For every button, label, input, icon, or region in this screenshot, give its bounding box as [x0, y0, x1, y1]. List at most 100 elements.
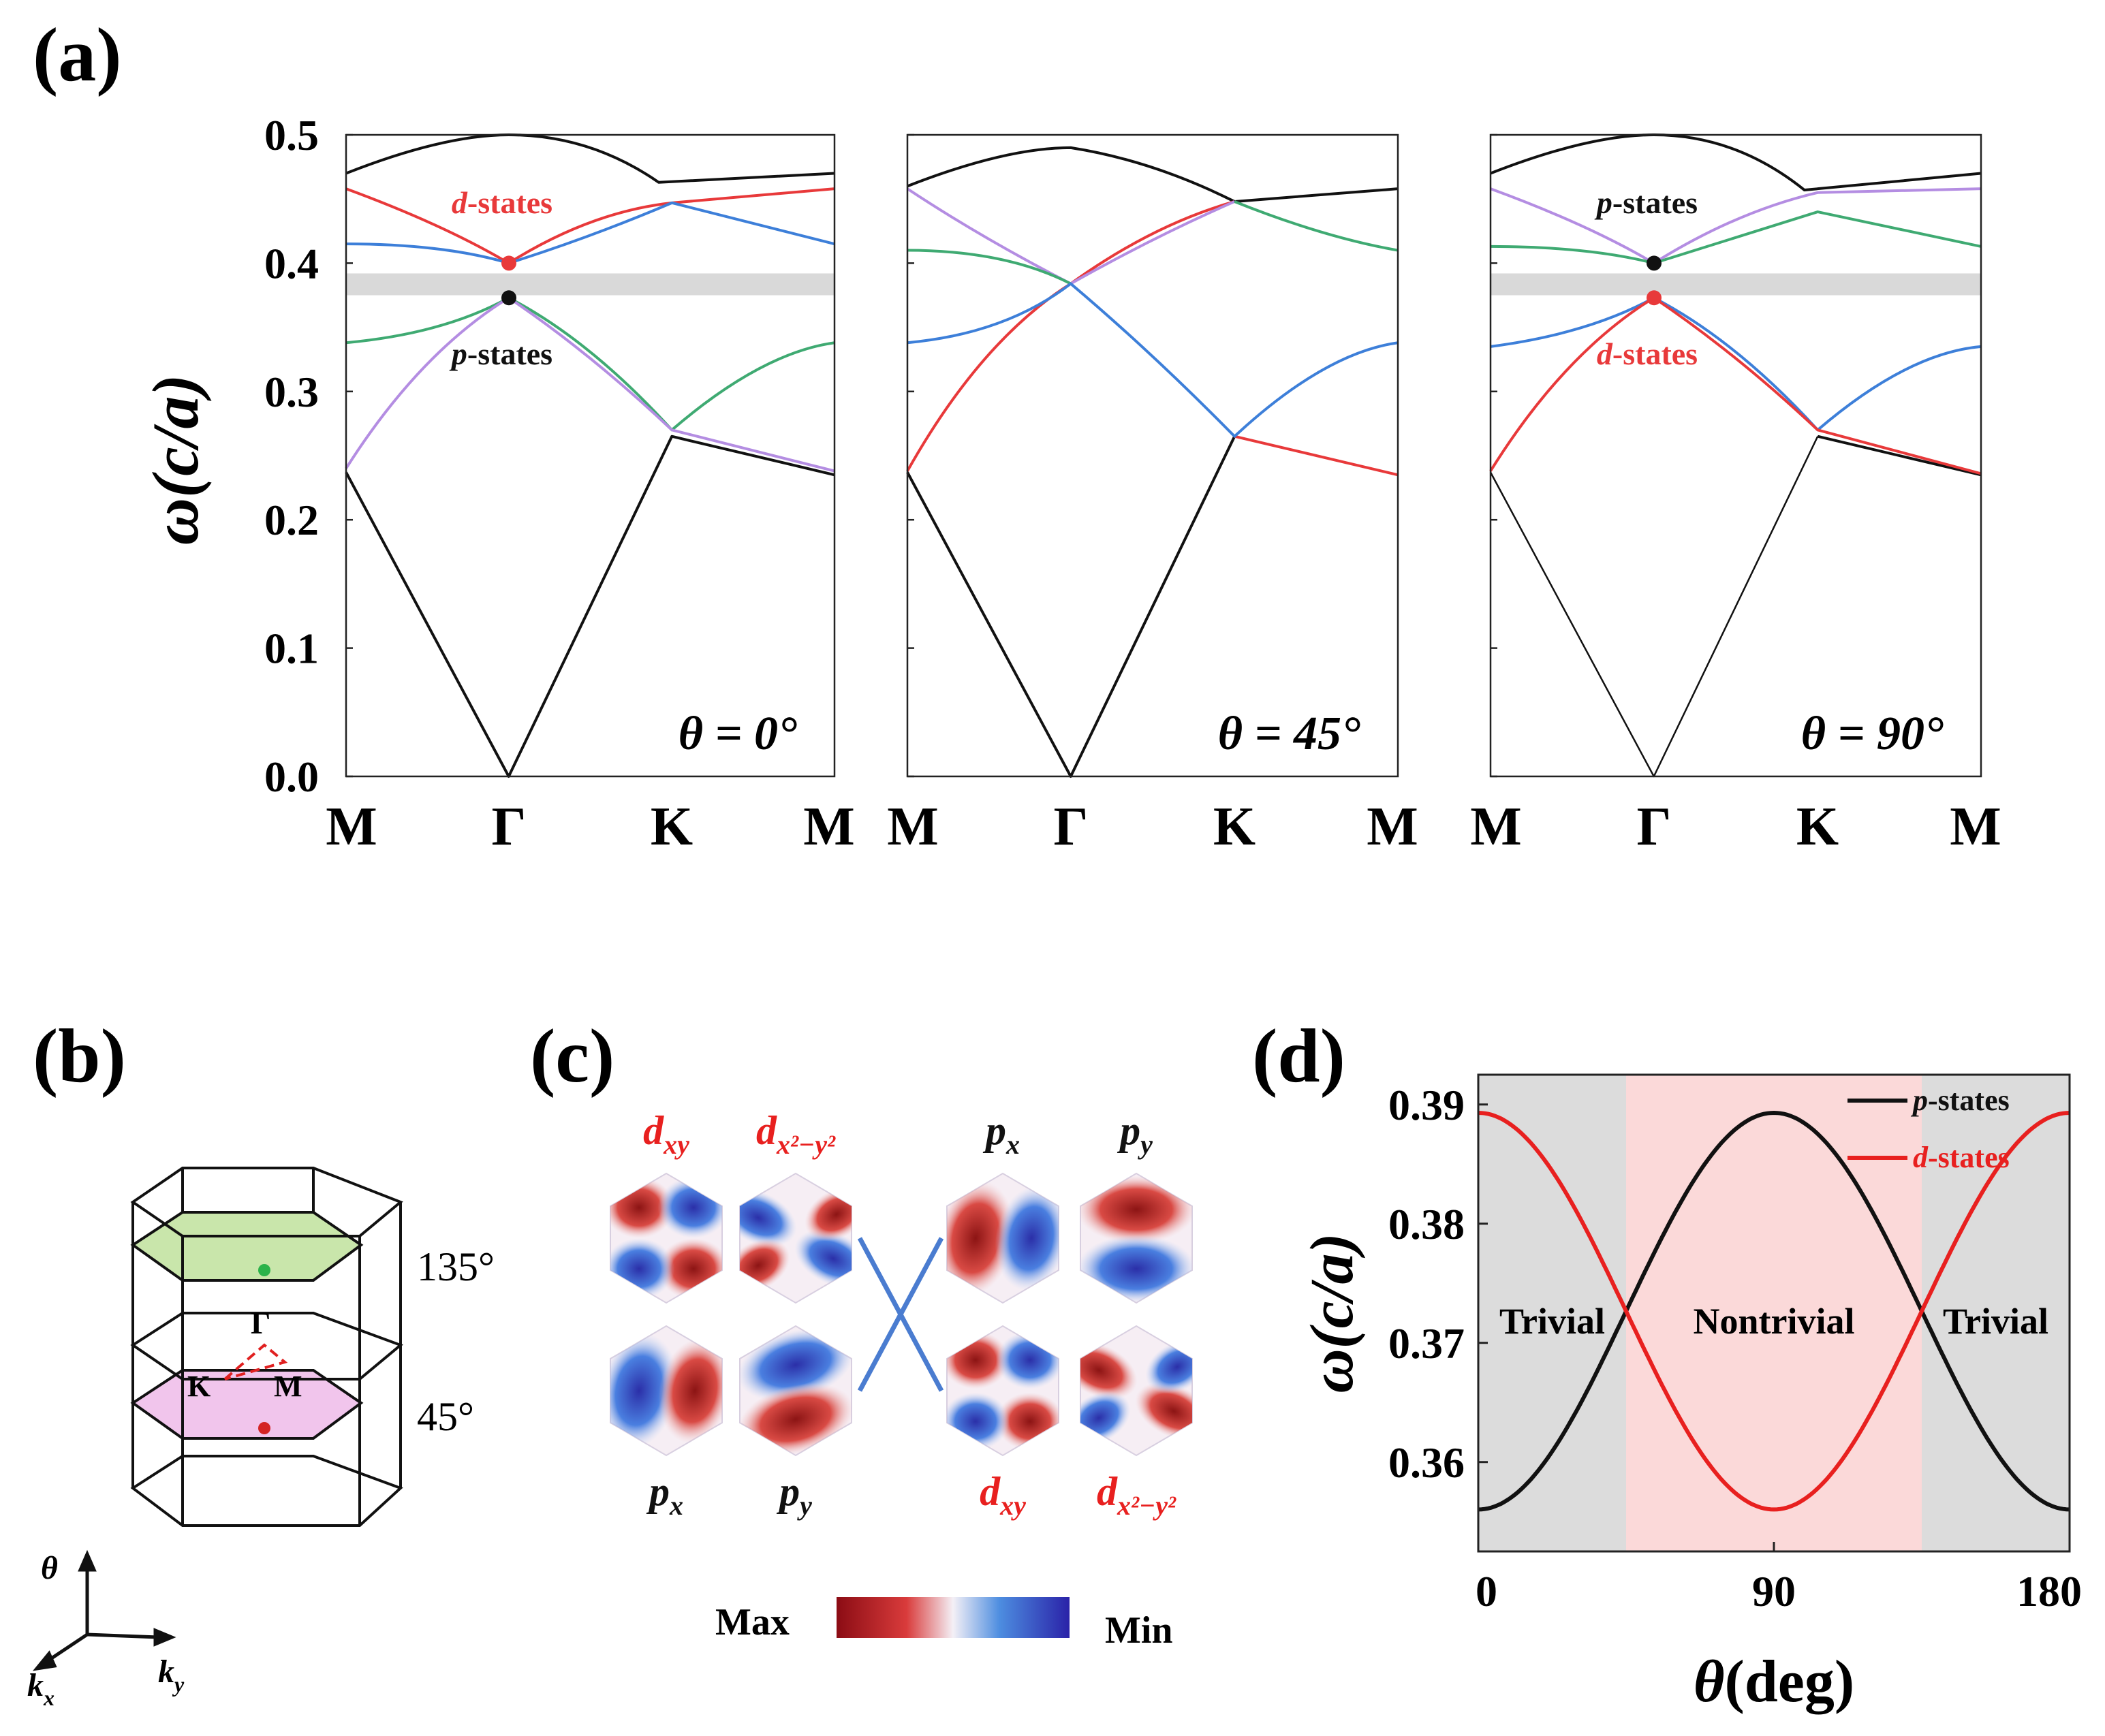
- x-tick-label: K: [1796, 797, 1839, 857]
- y-tick-label: 0.1: [264, 625, 319, 673]
- x-tick-label: M: [1470, 797, 1522, 857]
- x-tick-label: M: [803, 797, 855, 857]
- brillouin-zone-stack: [130, 1167, 403, 1527]
- x-tick-label: K: [651, 797, 693, 857]
- y-tick-label: 0.0: [264, 753, 319, 801]
- theta-label: θ = 0°: [679, 708, 797, 760]
- x-tick-label: 180: [2016, 1567, 2082, 1615]
- y-tick-label: 0.38: [1388, 1200, 1465, 1248]
- theta-frequency-chart: Trivial Nontrivial Trivial 0.39 0.38 0.37 0.36…: [1298, 1073, 2082, 1715]
- orbital-label: py: [776, 1469, 812, 1521]
- x-tick-label: M: [887, 797, 939, 857]
- y-tick-label: 0.4: [264, 239, 319, 287]
- angle-135: 135°: [417, 1244, 495, 1289]
- colorbar-min-label: Min: [1105, 1609, 1173, 1652]
- band-curve-purple: [1490, 187, 1982, 265]
- mode-hexagon-3: [1080, 1172, 1193, 1304]
- gamma-point-lower: [501, 290, 516, 306]
- orbital-label: dxy: [643, 1108, 689, 1160]
- angle-45: 45°: [417, 1394, 474, 1439]
- series-d-states: [1478, 1111, 2070, 1512]
- band-curve-blue: [1490, 296, 1982, 432]
- band-curve-black: [907, 146, 1399, 203]
- y-tick-label: 0.3: [264, 368, 319, 416]
- theta-label: θ = 45°: [1218, 708, 1360, 760]
- x-tick-label: Γ: [1637, 797, 1672, 857]
- band-curve-red: [1234, 435, 1399, 477]
- x-axis-label: θ(deg): [1694, 1649, 1854, 1715]
- band-curve-black: [906, 435, 1236, 778]
- panel-label-c: (c): [530, 1014, 614, 1099]
- plane-135: [130, 1211, 364, 1282]
- band-gap: [346, 273, 835, 296]
- x-tick-label: 0: [1476, 1567, 1497, 1615]
- theta-label: θ = 90°: [1801, 708, 1944, 760]
- axis-ky: ky: [158, 1654, 185, 1696]
- panel-label-b: (b): [33, 1014, 126, 1099]
- band-subplot-1: M Γ K Mθ = 45°: [887, 133, 1418, 857]
- panel-label-a: (a): [33, 13, 122, 97]
- orbital-label: py: [1117, 1108, 1153, 1160]
- irreducible-wedge: [223, 1343, 288, 1380]
- band-curve-blue: [345, 201, 835, 265]
- x-tick-label: M: [1367, 797, 1418, 857]
- legend-entry: d-states: [1913, 1141, 2010, 1174]
- region-2: [1922, 1075, 2070, 1551]
- region-1: [1626, 1075, 1922, 1551]
- series-p-states: [1478, 1110, 2070, 1512]
- band-curve-black: [345, 435, 835, 778]
- axis-kx: kx: [27, 1667, 54, 1710]
- band-gap: [1491, 273, 1981, 296]
- state-label: d-states: [452, 185, 552, 220]
- x-tick-label: 90: [1752, 1567, 1796, 1615]
- red-point: [258, 1422, 270, 1434]
- orbital-label: dx²−y²: [1097, 1469, 1176, 1521]
- band-subplot-2: M Γ K Mθ = 90° p-states d-states: [1470, 133, 2001, 857]
- mode-hexagon-7: [1080, 1325, 1193, 1457]
- plot-frame: [345, 133, 836, 778]
- x-tick-label: M: [326, 797, 377, 857]
- y-tick-label: 0.36: [1388, 1438, 1465, 1487]
- region-label: Trivial: [1943, 1301, 2048, 1342]
- band-curve-black: [1490, 133, 1982, 192]
- state-label: p-states: [1594, 185, 1698, 220]
- axis-theta: θ: [41, 1550, 58, 1586]
- y-tick-label: 0.5: [264, 111, 319, 159]
- label-m: M: [274, 1370, 302, 1403]
- orbital-label: px: [646, 1469, 683, 1521]
- y-tick-label: 0.2: [264, 496, 319, 544]
- axes-triad: [32, 1549, 176, 1671]
- band-curve-purple: [906, 187, 1236, 285]
- panel-label-d: (d): [1252, 1014, 1345, 1099]
- gamma-point-upper: [1647, 255, 1662, 271]
- legend-entry: p-states: [1910, 1084, 2010, 1117]
- mode-labels: dxy dx²−y² px py px py dxy dx²−y²: [643, 1108, 1176, 1521]
- panel-a-y-ticks: 0.5 0.4 0.3 0.2 0.1 0.0: [264, 111, 319, 801]
- mode-hexagon-4: [610, 1325, 723, 1457]
- orbital-label: dx²−y²: [756, 1108, 836, 1160]
- region-0: [1478, 1075, 1626, 1551]
- band-curve-black: [1489, 436, 1819, 778]
- band-curve-green: [1234, 200, 1399, 252]
- mode-hexagon-2: [946, 1172, 1059, 1304]
- colorbar-max-label: Max: [715, 1601, 790, 1643]
- green-point: [258, 1264, 270, 1276]
- orbital-label: dxy: [980, 1469, 1026, 1521]
- plot-frame: [906, 133, 1399, 778]
- band-curve-black: [1817, 435, 1982, 477]
- label-k: K: [187, 1370, 210, 1403]
- mode-hexagon-0: [610, 1172, 723, 1304]
- mode-hexagon-5: [739, 1325, 852, 1457]
- band-curve-green: [907, 249, 1072, 285]
- x-tick-label: Γ: [1054, 797, 1089, 857]
- y-tick-label: 0.39: [1388, 1081, 1465, 1129]
- region-label: Trivial: [1499, 1301, 1605, 1342]
- gamma-point-upper: [501, 255, 516, 271]
- colorbar: [837, 1597, 1070, 1638]
- gamma-point-lower: [1647, 290, 1662, 306]
- state-label: d-states: [1597, 336, 1698, 371]
- orbital-label: px: [982, 1108, 1020, 1160]
- plot-frame: [1489, 133, 1982, 778]
